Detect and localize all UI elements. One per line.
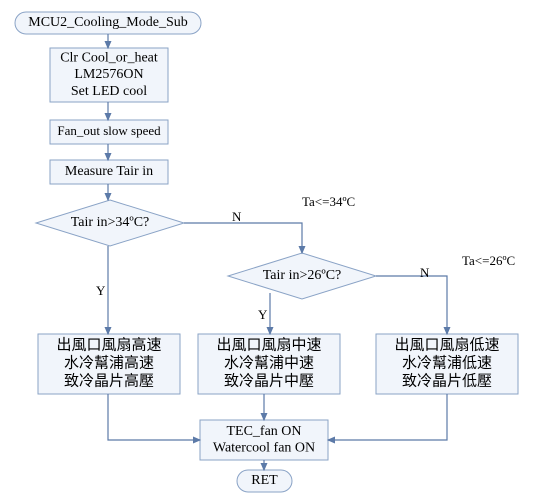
node-text: 致冷晶片低壓 xyxy=(402,372,492,389)
node-text: 出風口風扇低速 xyxy=(394,336,499,353)
edge-dec26_N xyxy=(376,276,447,334)
node-text: 致冷晶片高壓 xyxy=(64,372,154,389)
edge-label-n2: N xyxy=(420,265,430,280)
edge-label-y1: Y xyxy=(96,283,106,298)
node-text: 水冷幫浦高速 xyxy=(64,354,154,371)
node-text: 水冷幫浦中速 xyxy=(224,354,314,371)
node-text: Clr Cool_or_heat xyxy=(60,50,158,65)
edge-dec34_N xyxy=(184,223,302,253)
flowchart-canvas: MCU2_Cooling_Mode_Sub Clr Cool_or_heat LM2… xyxy=(0,0,550,502)
node-text: Fan_out slow speed xyxy=(57,123,161,138)
node-text: LM2576ON xyxy=(74,67,143,82)
edge-boxH xyxy=(108,394,200,440)
node-text: 出風口風扇中速 xyxy=(216,336,321,353)
node-text: 水冷幫浦低速 xyxy=(402,354,492,371)
edge-label-n1: N xyxy=(232,209,242,224)
edge-label-y2: Y xyxy=(258,307,268,322)
node-text: 出風口風扇高速 xyxy=(56,336,161,353)
edge-label-ta26: Ta<=26ºC xyxy=(462,253,515,268)
node-text: TEC_fan ON xyxy=(226,424,301,439)
node-text: Tair in>26ºC? xyxy=(263,268,342,283)
node-text: Watercool fan ON xyxy=(213,441,315,456)
node-text: Set LED cool xyxy=(71,84,147,99)
node-text: MCU2_Cooling_Mode_Sub xyxy=(28,15,187,30)
node-text: Measure Tair in xyxy=(65,164,153,179)
edge-boxL xyxy=(328,394,447,440)
edge-label-ta34: Ta<=34ºC xyxy=(302,194,355,209)
node-text: 致冷晶片中壓 xyxy=(224,372,314,389)
node-text: Tair in>34ºC? xyxy=(71,215,150,230)
node-text: RET xyxy=(251,473,278,488)
